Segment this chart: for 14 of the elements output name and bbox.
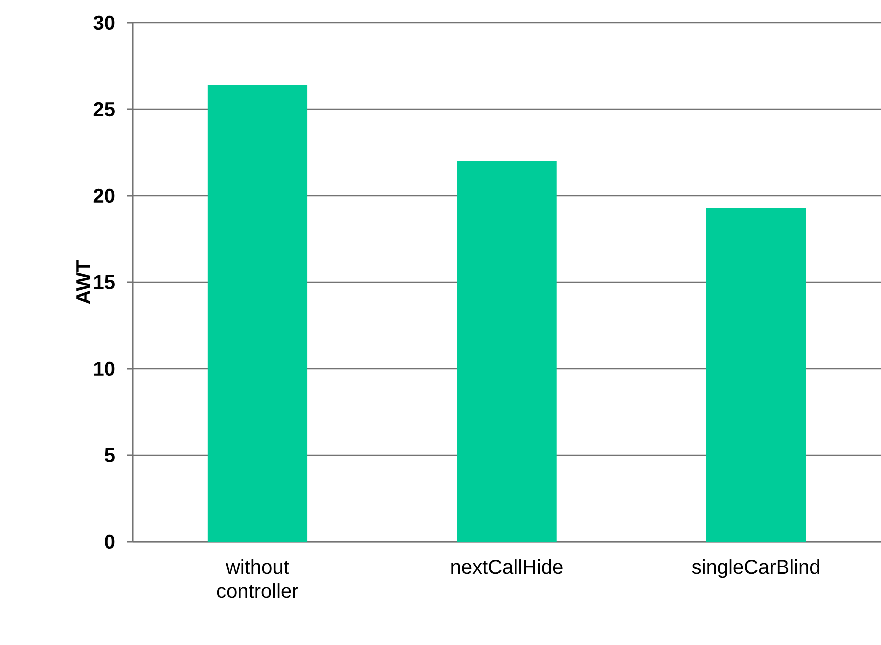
bar	[208, 85, 308, 542]
x-tick-label: nextCallHide	[452, 560, 563, 574]
y-axis-title: AWT	[76, 260, 90, 304]
y-tick-label: 25	[94, 102, 115, 117]
y-tick-label: 15	[94, 276, 115, 290]
bar	[457, 161, 557, 542]
y-tick-label: 0	[105, 534, 115, 550]
x-tick-label: singleCarBlind	[692, 560, 820, 578]
bar	[706, 208, 806, 542]
y-tick-label: 20	[94, 188, 115, 204]
y-tick-label: 30	[94, 16, 115, 30]
y-tick-label: 5	[104, 448, 115, 462]
x-tick-label: without controller	[217, 560, 298, 598]
y-tick-label: 10	[94, 362, 115, 376]
